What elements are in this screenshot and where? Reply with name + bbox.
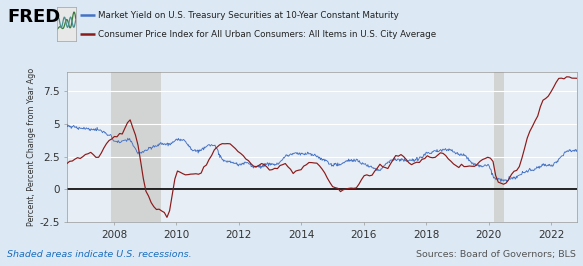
Text: Shaded areas indicate U.S. recessions.: Shaded areas indicate U.S. recessions. (7, 250, 192, 259)
Y-axis label: Percent, Percent Change from Year Ago: Percent, Percent Change from Year Ago (27, 68, 36, 226)
Text: FRED: FRED (7, 8, 60, 26)
Text: Sources: Board of Governors; BLS: Sources: Board of Governors; BLS (416, 250, 576, 259)
Bar (494, 72, 504, 222)
Text: Market Yield on U.S. Treasury Securities at 10-Year Constant Maturity: Market Yield on U.S. Treasury Securities… (98, 11, 399, 20)
Bar (111, 72, 161, 222)
Text: Consumer Price Index for All Urban Consumers: All Items in U.S. City Average: Consumer Price Index for All Urban Consu… (98, 30, 436, 39)
